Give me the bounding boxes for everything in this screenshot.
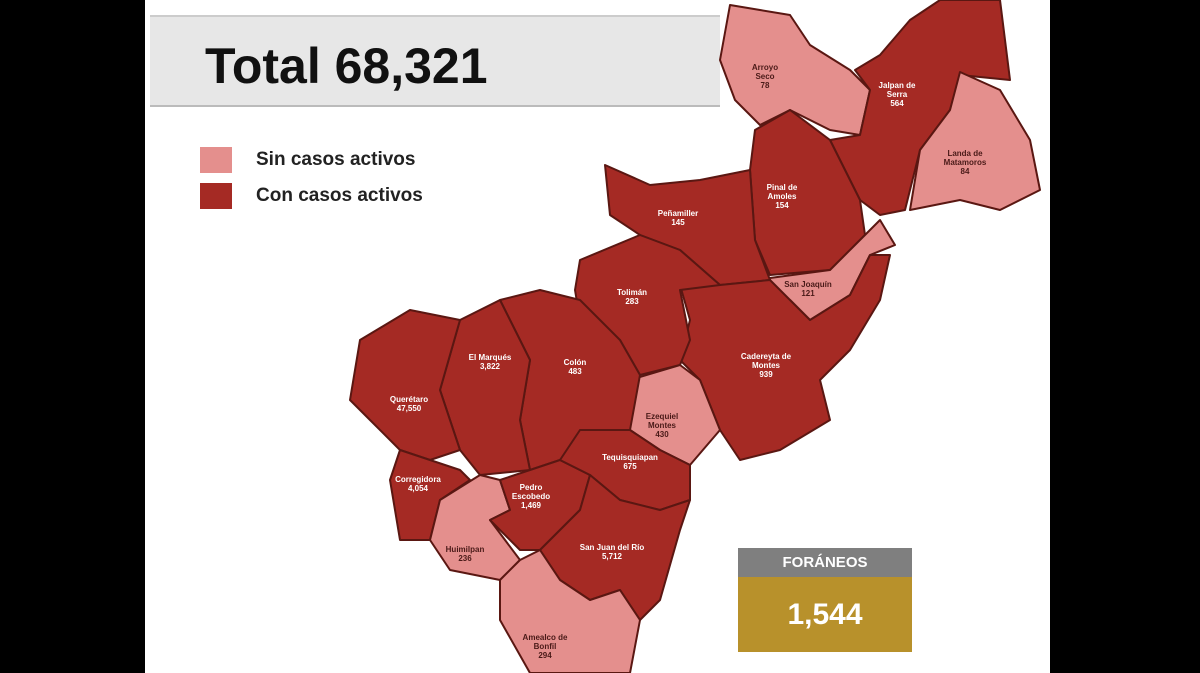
municipality-value: 4,054	[408, 484, 429, 493]
municipality-label: Tequisquiapan 675	[602, 453, 658, 471]
legend-label: Con casos activos	[256, 185, 423, 206]
municipality-label: Querétaro 47,550	[390, 395, 428, 413]
municipality-value: 236	[458, 554, 472, 563]
legend-sin-casos: Sin casos activos	[200, 147, 415, 173]
municipality-value: 5,712	[602, 552, 623, 561]
queretaro-map: Arroyo Seco 78 Jalpan de Serra 564 Landa de Mat…	[349, 0, 1041, 673]
municipality-label: Arroyo Seco 78	[752, 63, 778, 90]
municipality-label: El Marqués 3,822	[469, 353, 512, 371]
municipality-value: 121	[801, 289, 815, 298]
foraneos-box: FORÁNEOS 1,544	[738, 548, 912, 652]
municipality-label: Pedro Escobedo 1,469	[512, 483, 550, 510]
municipality-label: San Joaquín 121	[784, 280, 832, 298]
municipality-value: 483	[568, 367, 582, 376]
map-infographic: Total 68,321 Sin casos activos Con casos…	[145, 0, 1050, 673]
municipality-label: Huimilpan 236	[446, 545, 485, 563]
municipality-label: Colón 483	[564, 358, 587, 376]
municipality-value: 84	[961, 167, 970, 176]
legend-swatch-light	[200, 147, 232, 173]
legend-label: Sin casos activos	[256, 149, 416, 170]
municipality-value: 1,469	[521, 501, 542, 510]
municipality-value: 564	[890, 99, 904, 108]
foraneos-label: FORÁNEOS	[738, 548, 912, 577]
municipality-value: 47,550	[397, 404, 422, 413]
legend-con-casos: Con casos activos	[200, 183, 423, 209]
municipality-value: 283	[625, 297, 639, 306]
municipality-huimilpan	[429, 474, 521, 581]
municipality-value: 430	[655, 430, 669, 439]
title-box: Total 68,321	[150, 15, 720, 107]
municipality-value: 154	[775, 201, 789, 210]
municipality-value: 3,822	[480, 362, 501, 371]
municipality-label: Pinal de Amoles 154	[767, 183, 798, 210]
municipality-value: 939	[759, 370, 773, 379]
municipality-label: Corregidora 4,054	[395, 475, 441, 493]
municipality-label: Cadereyta de Montes 939	[741, 352, 792, 379]
total-title: Total 68,321	[205, 38, 488, 94]
municipality-value: 78	[761, 81, 770, 90]
legend-swatch-dark	[200, 183, 232, 209]
municipality-landa	[909, 71, 1041, 211]
municipality-value: 294	[538, 651, 552, 660]
municipality-label: Tolimán 283	[617, 288, 647, 306]
foraneos-value: 1,544	[738, 577, 912, 652]
municipality-label: Peñamiller 145	[658, 209, 698, 227]
municipality-label: San Juan del Río 5,712	[580, 543, 645, 561]
municipality-label: Jalpan de Serra 564	[879, 81, 916, 108]
municipality-amealco	[499, 549, 641, 673]
municipality-label: Amealco de Bonfil 294	[523, 633, 568, 660]
municipality-queretaro	[349, 309, 461, 461]
municipality-label: Landa de Matamoros 84	[944, 149, 987, 176]
municipality-value: 675	[623, 462, 637, 471]
municipality-label: Ezequiel Montes 430	[646, 412, 678, 439]
municipality-value: 145	[671, 218, 685, 227]
